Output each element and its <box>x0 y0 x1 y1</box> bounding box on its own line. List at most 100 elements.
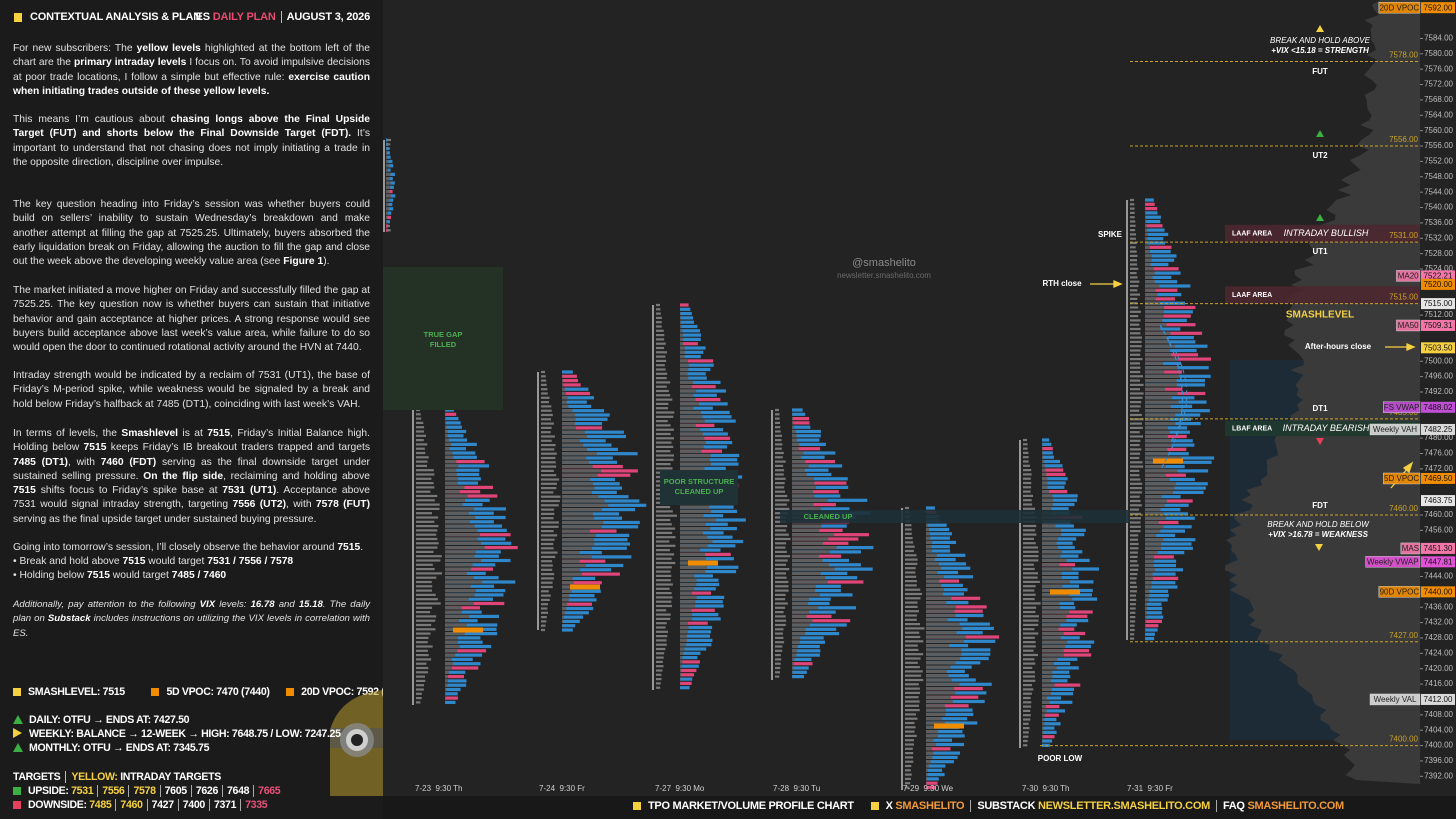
profile-bar <box>926 773 945 777</box>
profile-core <box>562 409 573 413</box>
profile-bar <box>1145 310 1193 314</box>
profile-bar <box>1042 705 1060 709</box>
bold-text: exercise caution when initiating trades … <box>13 71 371 97</box>
profile-bar <box>445 662 481 666</box>
bold-text: 7485 / 7460 <box>171 570 227 581</box>
tpo-letters <box>416 555 442 558</box>
target: 7665 <box>253 785 281 797</box>
profile-core <box>1145 250 1151 254</box>
tpo-letters <box>416 421 424 424</box>
tpo-letters <box>541 444 556 447</box>
tpo-letters <box>541 538 555 541</box>
profile-core <box>1145 628 1146 632</box>
profile-core <box>562 542 595 546</box>
tpo-letters <box>656 454 674 457</box>
price-tick-label: 7408.00 <box>1424 710 1453 719</box>
tpo-letters <box>541 452 557 455</box>
tpo-letters <box>775 443 783 446</box>
profile-core <box>445 580 483 584</box>
tpo-letters <box>1130 594 1136 597</box>
tpo-letters <box>541 491 554 494</box>
tpo-letters <box>1023 438 1027 442</box>
profile-bar <box>926 738 952 742</box>
profile-core <box>680 621 688 625</box>
profile-bar <box>680 337 701 341</box>
tpo-letters <box>1023 602 1041 605</box>
profile-poc <box>1050 589 1080 595</box>
profile-bar <box>792 451 836 455</box>
tpo-letters <box>1130 590 1137 593</box>
tpo-letters <box>541 482 557 485</box>
profile-bar <box>1145 516 1195 520</box>
tpo-letters <box>1023 563 1034 566</box>
footer-faq-url[interactable]: SMASHELITO.COM <box>1247 800 1344 812</box>
profile-bar <box>792 636 824 640</box>
tpo-letters <box>775 413 780 416</box>
tpo-letters <box>656 398 673 401</box>
profile-core <box>1145 396 1172 400</box>
icon <box>870 802 879 810</box>
profile-bar <box>1042 739 1053 743</box>
tpo-letters <box>656 643 667 646</box>
tpo-letters <box>416 589 432 592</box>
tpo-letters <box>416 572 442 575</box>
footer-substack-url[interactable]: NEWSLETTER.SMASHELITO.COM <box>1037 800 1210 812</box>
profile-bar <box>792 472 832 477</box>
tpo-letters <box>775 580 789 584</box>
tpo-letters <box>416 443 428 446</box>
price-tick-label: 7536.00 <box>1424 218 1453 227</box>
profile-bar <box>926 742 964 747</box>
profile-core <box>1042 541 1057 545</box>
tpo-letters <box>1130 241 1137 245</box>
tpo-letters <box>905 678 924 682</box>
profile-core <box>680 531 703 535</box>
footer-x-handle[interactable]: SMASHELITO <box>895 800 965 812</box>
tpo-letters <box>905 777 911 780</box>
tpo-letters <box>656 463 671 466</box>
target: 7578 <box>128 785 156 797</box>
profile-core <box>562 602 568 606</box>
tpo-letters <box>656 321 662 324</box>
annotation: BREAK AND HOLD BELOW <box>1267 520 1370 529</box>
tpo-letters <box>1130 512 1142 515</box>
profile-bar <box>1145 512 1189 516</box>
tpo-letters <box>775 533 789 536</box>
profile-core <box>562 379 563 383</box>
tpo-letters <box>775 460 786 463</box>
text: This means I’m cautious about <box>13 114 171 125</box>
profile-bar <box>926 747 951 751</box>
profile-core <box>680 333 683 337</box>
tpo-letters <box>541 534 558 537</box>
profile-core <box>926 712 946 716</box>
icon <box>13 743 23 752</box>
tpo-letters <box>1130 237 1136 240</box>
profile-core <box>792 425 794 429</box>
profile-bar <box>680 432 728 436</box>
tpo-letters <box>1130 263 1138 266</box>
profile-bar <box>562 439 606 443</box>
profile-core <box>792 627 806 631</box>
tpo-letters <box>656 518 671 522</box>
tpo-letters <box>1130 310 1141 313</box>
profile-core <box>386 220 387 224</box>
tpo-letters <box>656 381 671 384</box>
profile-bar <box>680 406 713 410</box>
tpo-letters <box>905 764 912 768</box>
profile-core <box>1042 606 1061 610</box>
plan-date: AUGUST 3, 2026 <box>280 11 370 23</box>
tpo-letters <box>1130 525 1141 528</box>
tpo-letters <box>775 469 785 472</box>
tpo-letters <box>416 692 422 695</box>
text: Additionally, pay attention to the follo… <box>13 599 200 610</box>
bold-text: 7515 <box>13 485 36 497</box>
profile-bar <box>562 413 610 417</box>
price-tick-label: 7528.00 <box>1424 249 1453 258</box>
profile-bar <box>1145 594 1169 598</box>
profile-core <box>926 674 949 678</box>
level-label: 7578.00 <box>1389 51 1418 60</box>
tpo-letters <box>1023 529 1036 532</box>
profile-bar <box>1042 468 1064 472</box>
profile-core <box>386 164 389 168</box>
profile-bar <box>792 644 820 649</box>
profile-core <box>792 421 794 425</box>
